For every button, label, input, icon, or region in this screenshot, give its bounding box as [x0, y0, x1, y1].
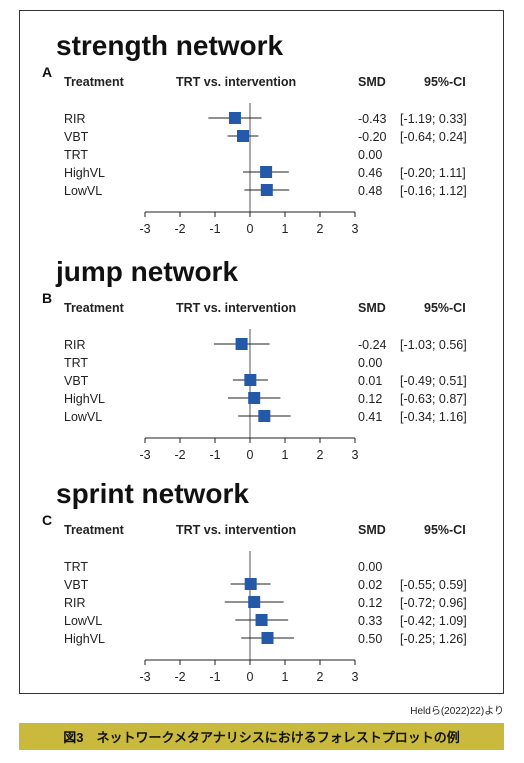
treatment-label: VBT — [64, 578, 89, 592]
smd-value: 0.01 — [358, 374, 382, 388]
smd-marker — [248, 392, 261, 404]
treatment-label: TRT — [64, 560, 88, 574]
smd-marker — [248, 596, 261, 608]
x-tick-label: 1 — [282, 448, 289, 462]
header-smd: SMD — [358, 301, 386, 315]
smd-marker — [228, 112, 241, 124]
figure-credit: Heldら(2022)22)より — [410, 706, 504, 717]
header-treatment: Treatment — [64, 301, 125, 315]
treatment-label: LowVL — [64, 410, 102, 424]
panel-title: sprint network — [56, 478, 249, 509]
smd-marker — [244, 578, 257, 590]
panel-label: C — [42, 512, 52, 528]
header-comparison: TRT vs. intervention — [176, 523, 296, 537]
header-ci: 95%-CI — [424, 523, 466, 537]
x-tick-label: 3 — [352, 670, 359, 684]
smd-marker — [258, 410, 271, 422]
smd-marker — [237, 130, 249, 142]
header-ci: 95%-CI — [424, 301, 466, 315]
ci-value: [-0.72; 0.96] — [400, 596, 467, 610]
treatment-label: RIR — [64, 338, 86, 352]
header-comparison: TRT vs. intervention — [176, 75, 296, 89]
header-treatment: Treatment — [64, 75, 125, 89]
ci-value: [-0.63; 0.87] — [400, 392, 467, 406]
x-tick-label: 2 — [317, 448, 324, 462]
x-tick-label: -3 — [139, 448, 150, 462]
x-tick-label: -1 — [209, 222, 220, 236]
smd-value: 0.33 — [358, 614, 382, 628]
treatment-label: RIR — [64, 112, 86, 126]
x-tick-label: -3 — [139, 222, 150, 236]
panel-title: strength network — [56, 30, 284, 61]
smd-value: 0.12 — [358, 596, 382, 610]
panel-label: B — [42, 290, 52, 306]
treatment-label: HighVL — [64, 166, 105, 180]
treatment-label: HighVL — [64, 632, 105, 646]
treatment-label: VBT — [64, 374, 89, 388]
ci-value: [-0.55; 0.59] — [400, 578, 467, 592]
treatment-label: LowVL — [64, 184, 102, 198]
x-tick-label: -2 — [174, 222, 185, 236]
smd-value: 0.00 — [358, 356, 382, 370]
x-tick-label: 1 — [282, 670, 289, 684]
x-tick-label: -2 — [174, 448, 185, 462]
smd-marker — [260, 166, 273, 178]
panel-title: jump network — [55, 256, 238, 287]
panel-label: A — [42, 64, 52, 80]
figure-caption: 図3 ネットワークメタアナリシスにおけるフォレストプロットの例 — [19, 723, 504, 750]
header-treatment: Treatment — [64, 523, 125, 537]
treatment-label: TRT — [64, 148, 88, 162]
treatment-label: TRT — [64, 356, 88, 370]
ci-value: [-0.49; 0.51] — [400, 374, 467, 388]
x-tick-label: 3 — [352, 222, 359, 236]
x-tick-label: -3 — [139, 670, 150, 684]
smd-value: 0.02 — [358, 578, 382, 592]
x-tick-label: 0 — [247, 448, 254, 462]
ci-value: [-0.16; 1.12] — [400, 184, 467, 198]
smd-marker — [235, 338, 248, 350]
header-ci: 95%-CI — [424, 75, 466, 89]
ci-value: [-1.19; 0.33] — [400, 112, 467, 126]
treatment-label: HighVL — [64, 392, 105, 406]
smd-value: -0.43 — [358, 112, 387, 126]
smd-value: -0.24 — [358, 338, 387, 352]
smd-value: -0.20 — [358, 130, 387, 144]
smd-marker — [244, 374, 257, 386]
ci-value: [-0.64; 0.24] — [400, 130, 467, 144]
header-smd: SMD — [358, 523, 386, 537]
smd-value: 0.50 — [358, 632, 382, 646]
smd-marker — [261, 632, 274, 644]
x-tick-label: 2 — [317, 222, 324, 236]
x-tick-label: -2 — [174, 670, 185, 684]
x-tick-label: 2 — [317, 670, 324, 684]
smd-value: 0.00 — [358, 148, 382, 162]
smd-value: 0.00 — [358, 560, 382, 574]
header-smd: SMD — [358, 75, 386, 89]
ci-value: [-0.34; 1.16] — [400, 410, 467, 424]
smd-value: 0.46 — [358, 166, 382, 180]
smd-marker — [260, 184, 273, 196]
x-tick-label: 1 — [282, 222, 289, 236]
smd-value: 0.48 — [358, 184, 382, 198]
treatment-label: VBT — [64, 130, 89, 144]
x-tick-label: -1 — [209, 448, 220, 462]
ci-value: [-1.03; 0.56] — [400, 338, 467, 352]
treatment-label: LowVL — [64, 614, 102, 628]
x-tick-label: -1 — [209, 670, 220, 684]
header-comparison: TRT vs. intervention — [176, 301, 296, 315]
ci-value: [-0.20; 1.11] — [400, 166, 466, 180]
ci-value: [-0.25; 1.26] — [400, 632, 467, 646]
smd-marker — [255, 614, 268, 626]
treatment-label: RIR — [64, 596, 86, 610]
x-tick-label: 0 — [247, 670, 254, 684]
smd-value: 0.12 — [358, 392, 382, 406]
x-tick-label: 3 — [352, 448, 359, 462]
ci-value: [-0.42; 1.09] — [400, 614, 467, 628]
smd-value: 0.41 — [358, 410, 382, 424]
x-tick-label: 0 — [247, 222, 254, 236]
